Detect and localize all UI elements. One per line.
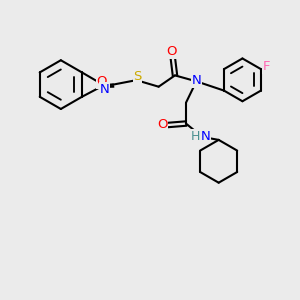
Text: O: O [97, 75, 107, 88]
Text: H: H [191, 130, 200, 143]
Text: O: O [167, 45, 177, 58]
Text: N: N [200, 130, 210, 143]
Text: S: S [133, 70, 142, 83]
Text: F: F [262, 60, 270, 73]
Text: O: O [157, 118, 167, 131]
Text: N: N [100, 83, 110, 96]
Text: N: N [191, 74, 201, 87]
